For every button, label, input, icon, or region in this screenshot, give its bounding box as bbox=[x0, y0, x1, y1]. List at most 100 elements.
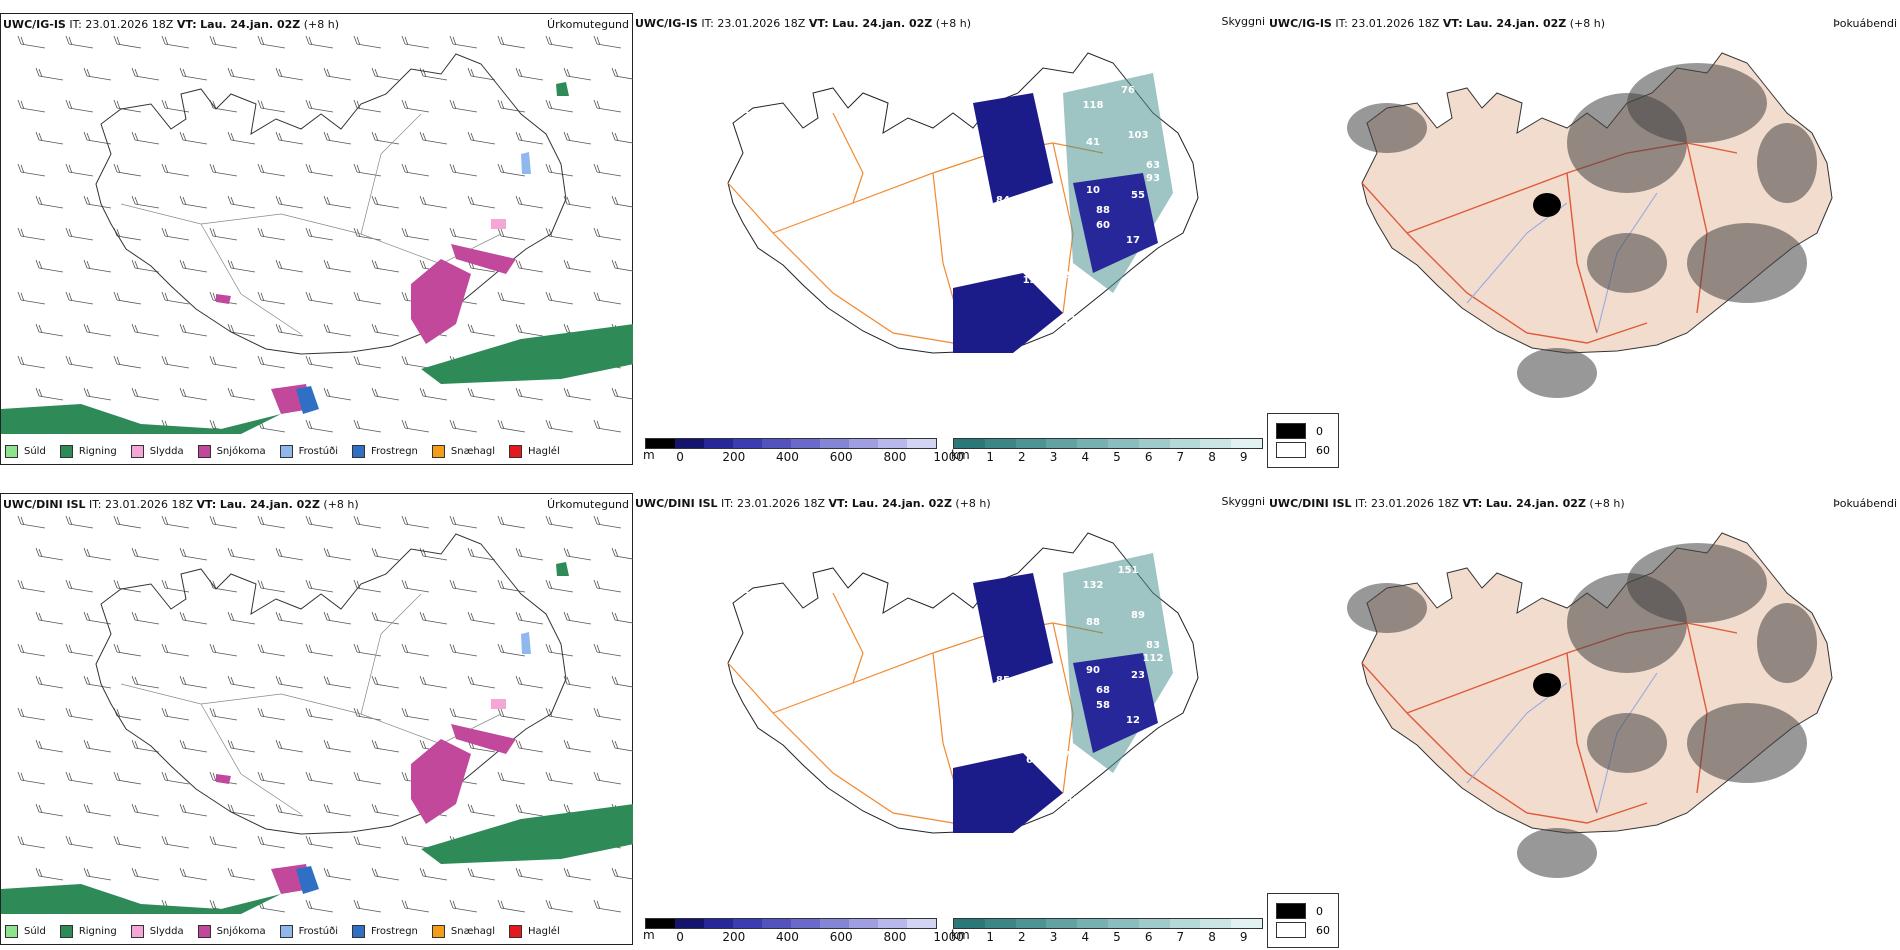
precip-area bbox=[411, 259, 471, 344]
color-bar-segment bbox=[820, 439, 849, 448]
color-bar-segment bbox=[1107, 919, 1139, 928]
legend-swatch bbox=[197, 445, 211, 458]
precip-area bbox=[296, 386, 319, 414]
precip-map bbox=[1, 515, 634, 914]
cloud-base-value: 112 bbox=[1143, 653, 1164, 664]
cloud-base-panel-top: UWC/IG-IS IT: 23.01.2026 18Z VT: Lau. 24… bbox=[633, 13, 1283, 465]
fog-area bbox=[1347, 583, 1427, 633]
low-ceiling-area bbox=[953, 273, 1063, 353]
legend-label: Rigning bbox=[78, 926, 117, 937]
cloud-base-value: 63 bbox=[1146, 160, 1160, 171]
legend-label: Frostúði bbox=[298, 446, 338, 457]
cloud-base-value: 26 bbox=[1006, 685, 1020, 696]
color-bar-segment bbox=[907, 439, 936, 448]
cloud-base-value: 111 bbox=[1173, 655, 1194, 666]
fog-legend-swatch bbox=[1276, 922, 1306, 938]
scale-tick-label: 400 bbox=[776, 930, 799, 944]
scale-tick-label: 7 bbox=[1176, 930, 1185, 944]
color-bar-segment bbox=[1138, 919, 1170, 928]
cloud-base-value: 87 bbox=[1106, 293, 1120, 304]
precip-area bbox=[411, 739, 471, 824]
road-lines bbox=[727, 112, 1104, 344]
fog-legend-row: 0 bbox=[1276, 903, 1330, 919]
scale-tick-label: 0 bbox=[676, 930, 684, 944]
color-bar bbox=[645, 918, 937, 929]
visibility-scale: km12345678910 bbox=[951, 918, 1283, 944]
color-bar bbox=[953, 918, 1263, 929]
legend-item: Snæhagl bbox=[431, 925, 496, 938]
cloud-base-value: 26 bbox=[906, 855, 920, 866]
fog-area bbox=[1687, 223, 1807, 303]
scale-tick-label: 3 bbox=[1049, 930, 1058, 944]
scale-tick-label: 2 bbox=[1018, 930, 1026, 944]
fog-legend-swatch bbox=[1276, 423, 1306, 439]
panel-header: UWC/DINI ISL IT: 23.01.2026 18Z VT: Lau.… bbox=[1269, 497, 1625, 510]
fog-legend: 0 60 bbox=[1267, 893, 1339, 948]
precip-area bbox=[1, 884, 281, 914]
legend-item: Frostregn bbox=[352, 445, 418, 458]
precip-area bbox=[421, 324, 634, 384]
scale-tick-label: 800 bbox=[883, 930, 907, 944]
cloud-base-value: 89 bbox=[921, 845, 935, 856]
precip-area bbox=[421, 804, 634, 864]
color-bar-segment bbox=[762, 439, 791, 448]
precip-area bbox=[1, 404, 281, 434]
scale-tick-label: 1000 bbox=[933, 930, 964, 944]
legend-swatch bbox=[509, 925, 523, 938]
color-bar-segment bbox=[762, 919, 791, 928]
legend-item: Haglél bbox=[509, 925, 560, 938]
cloud-base-value: 76 bbox=[1046, 240, 1060, 251]
fog-legend-row: 60 bbox=[1276, 442, 1330, 458]
legend-swatch bbox=[197, 925, 211, 938]
cloud-base-value: 62 bbox=[1026, 755, 1040, 766]
panel-title: Úrkomutegund bbox=[547, 498, 629, 511]
cloud-base-value: 130 bbox=[1023, 275, 1044, 286]
color-bar-segment bbox=[907, 919, 936, 928]
legend-swatch bbox=[431, 925, 445, 938]
cloud-base-value: 83 bbox=[1146, 640, 1160, 651]
cloud-base-value: 118 bbox=[1083, 100, 1104, 111]
visibility-scale: km12345678910 bbox=[951, 438, 1283, 464]
cloud-base-value: 57 bbox=[1056, 750, 1070, 761]
panel-title: Skyggni bbox=[1221, 495, 1265, 508]
precip-area bbox=[216, 774, 231, 784]
legend-label: Slydda bbox=[149, 446, 184, 457]
cloud-base-value: 76 bbox=[1106, 773, 1120, 784]
cloud-base-value: 53 bbox=[1066, 795, 1080, 806]
cloud-base-value: 41 bbox=[1086, 137, 1100, 148]
fog-panel-bottom: UWC/DINI ISL IT: 23.01.2026 18Z VT: Lau.… bbox=[1267, 493, 1900, 948]
color-bar-segment bbox=[1046, 439, 1078, 448]
cloud-base-value: 105 bbox=[953, 255, 974, 266]
color-bar-segment bbox=[954, 919, 985, 928]
cloud-base-value: 58 bbox=[1096, 700, 1110, 711]
legend-item: Haglél bbox=[509, 445, 560, 458]
iceland-outline bbox=[95, 53, 567, 355]
legend-swatch bbox=[279, 445, 293, 458]
legend-label: Slydda bbox=[149, 926, 184, 937]
fog-area bbox=[1757, 123, 1817, 203]
legend-item: Slydda bbox=[130, 445, 184, 458]
scale-tick-label: 5 bbox=[1113, 450, 1121, 464]
scale-unit: km bbox=[951, 928, 970, 942]
road-lines bbox=[727, 592, 1104, 824]
color-bar-segment bbox=[791, 919, 820, 928]
color-bar-segment bbox=[984, 439, 1016, 448]
legend-item: Snæhagl bbox=[431, 445, 495, 458]
cloud-base-value: 104 bbox=[1103, 310, 1124, 321]
precip-area bbox=[491, 219, 506, 229]
legend-label: Snæhagl bbox=[450, 926, 496, 937]
scale-tick-label: 200 bbox=[722, 450, 746, 464]
color-bar-segment bbox=[733, 439, 762, 448]
cloud-base-value: 42 bbox=[736, 585, 750, 596]
scale-tick-label: 8 bbox=[1208, 930, 1216, 944]
scale-tick-label: 2 bbox=[1018, 450, 1026, 464]
panel-header: UWC/IG-IS IT: 23.01.2026 18Z VT: Lau. 24… bbox=[3, 18, 340, 31]
fog-legend-row: 60 bbox=[1276, 922, 1330, 938]
precip-legend: Súld Rigning Slydda Snjókoma Frostúði Frostre… bbox=[5, 925, 560, 938]
color-bar-segment bbox=[878, 919, 907, 928]
color-bar-segment bbox=[704, 919, 733, 928]
fog-map bbox=[1347, 52, 1833, 398]
legend-swatch bbox=[352, 445, 365, 458]
legend-label: Snjókoma bbox=[216, 446, 266, 457]
precip-type-panel-bottom: UWC/DINI ISL IT: 23.01.2026 18Z VT: Lau.… bbox=[0, 493, 634, 945]
